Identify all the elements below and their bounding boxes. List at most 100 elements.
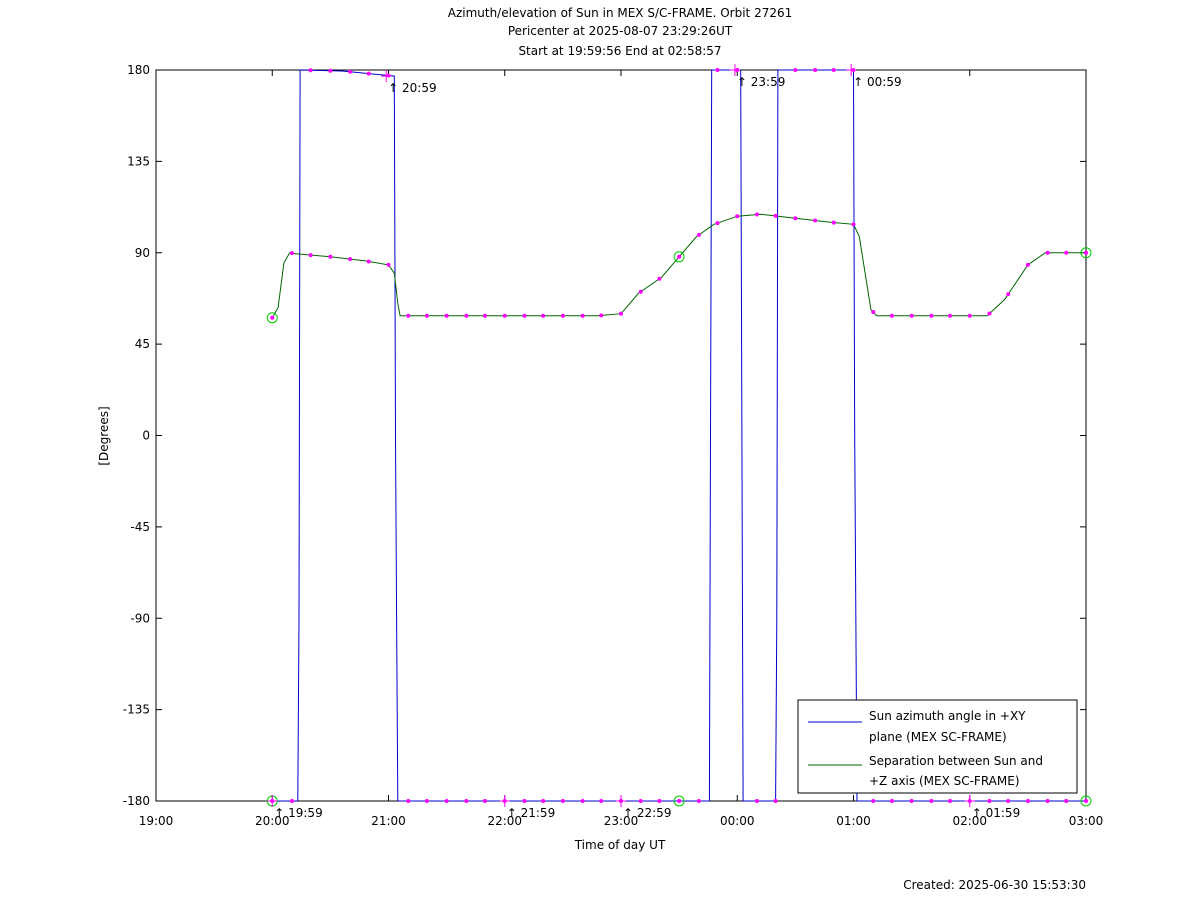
separation-marker: [328, 254, 333, 259]
separation-marker: [909, 313, 914, 318]
separation-marker: [308, 253, 313, 258]
x-tick-label: 21:00: [371, 814, 406, 828]
azimuth-marker: [793, 68, 798, 72]
separation-marker: [560, 313, 565, 318]
separation-marker: [1045, 250, 1050, 255]
y-tick-label: -45: [130, 520, 150, 534]
y-tick-label: 180: [127, 63, 150, 77]
separation-marker: [386, 262, 391, 267]
azimuth-marker: [444, 799, 449, 803]
separation-marker: [657, 276, 662, 281]
event-circle-marker: [673, 251, 685, 263]
azimuth-marker: [1064, 799, 1069, 803]
separation-marker: [444, 313, 449, 318]
hour-label: ↑ 21:59: [507, 806, 555, 820]
legend-box: [797, 699, 1078, 794]
azimuth-marker: [308, 68, 313, 73]
separation-marker: [851, 222, 856, 227]
x-tick-label: 22:00: [487, 814, 522, 828]
event-circle-marker: [266, 312, 278, 324]
series-line-separation: [271, 213, 1086, 318]
x-tick-label: 20:00: [255, 814, 290, 828]
azimuth-marker: [290, 799, 295, 803]
separation-marker: [967, 313, 972, 318]
azimuth-marker: [987, 799, 992, 803]
annotation-layer: ↑ 20:59 ↑ 23:59 ↑ 00:59 ↑ 19:59 ↑ 21:59 ↑ 22:…: [267, 64, 1020, 820]
separation-marker: [482, 313, 487, 318]
plot-frame: [155, 69, 1087, 802]
separation-marker: [1064, 250, 1069, 255]
azimuth-marker: [696, 799, 701, 803]
event-circle-marker: [1080, 795, 1092, 807]
separation-marker: [735, 214, 740, 219]
chart-title-line-2: Pericenter at 2025-08-07 23:29:26UT: [508, 24, 733, 38]
separation-marker: [755, 212, 760, 217]
separation-marker: [813, 218, 818, 223]
azimuth-marker: [560, 799, 565, 803]
separation-marker: [502, 313, 507, 318]
separation-marker: [773, 213, 778, 218]
azimuth-marker: [831, 68, 836, 72]
event-circle-marker: [673, 795, 685, 807]
azimuth-marker: [889, 799, 894, 803]
azimuth-marker: [947, 799, 952, 803]
hour-label: ↑ 00:59: [853, 75, 901, 89]
separation-marker: [619, 311, 623, 316]
azimuth-marker: [464, 799, 469, 803]
created-timestamp: Created: 2025-06-30 15:53:30: [903, 878, 1086, 892]
separation-marker: [1025, 262, 1030, 267]
x-tick-label: 19:00: [139, 814, 174, 828]
azimuth-marker: [541, 799, 546, 803]
x-tick-label: 23:00: [604, 814, 639, 828]
separation-marker: [987, 311, 992, 316]
azimuth-marker: [348, 69, 353, 74]
azimuth-marker: [1025, 799, 1030, 803]
separation-marker: [871, 310, 876, 315]
y-tick-label: -180: [123, 794, 150, 808]
chart-title-line-3: Start at 19:59:56 End at 02:58:57: [518, 44, 721, 58]
azimuth-marker: [638, 799, 643, 803]
separation-marker: [290, 251, 295, 256]
azimuth-marker: [871, 799, 876, 803]
separation-marker: [677, 254, 682, 259]
separation-marker: [1084, 250, 1088, 255]
legend-label-separation-1: Separation between Sun and: [869, 754, 1043, 768]
azimuth-marker: [386, 73, 391, 78]
chart-title-line-1: Azimuth/elevation of Sun in MEX S/C-FRAM…: [448, 6, 793, 20]
event-circle-marker: [1080, 247, 1092, 259]
azimuth-marker: [1084, 799, 1088, 803]
azimuth-marker: [773, 799, 778, 803]
separation-marker: [348, 257, 353, 262]
azimuth-marker: [715, 68, 720, 72]
hour-label: ↑ 20:59: [388, 81, 436, 95]
azimuth-marker: [580, 799, 585, 803]
azimuth-marker: [366, 71, 371, 76]
azimuth-marker: [909, 799, 914, 803]
separation-marker: [541, 313, 546, 318]
azimuth-marker: [522, 799, 527, 803]
separation-marker: [406, 313, 411, 318]
y-tick-label: -135: [123, 703, 150, 717]
legend-label-azimuth-1: Sun azimuth angle in +XY: [869, 709, 1026, 723]
azimuth-marker: [406, 799, 411, 803]
legend-label-separation-2: +Z axis (MEX SC-FRAME): [869, 774, 1020, 788]
separation-marker: [580, 313, 585, 318]
y-axis-ticks: 180 135 90 45 0 -45 -90 -135 -180: [123, 63, 1086, 808]
azimuth-marker: [599, 799, 604, 803]
x-tick-label: 00:00: [720, 814, 755, 828]
y-tick-label: 135: [127, 154, 150, 168]
hour-label: ↑ 19:59: [274, 806, 322, 820]
x-tick-label: 03:00: [1069, 814, 1104, 828]
series-line-azimuth: [272, 69, 1086, 802]
azimuth-marker: [328, 68, 333, 73]
azimuth-marker: [657, 799, 662, 803]
azimuth-marker: [424, 799, 429, 803]
separation-marker: [831, 220, 836, 225]
series-layer: [271, 69, 1086, 802]
legend-label-azimuth-2: plane (MEX SC-FRAME): [869, 730, 1007, 744]
separation-marker: [696, 232, 701, 237]
y-tick-label: 0: [142, 429, 150, 443]
y-axis-label: [Degrees]: [97, 406, 111, 465]
separation-marker: [1006, 292, 1011, 297]
separation-marker: [464, 313, 469, 318]
